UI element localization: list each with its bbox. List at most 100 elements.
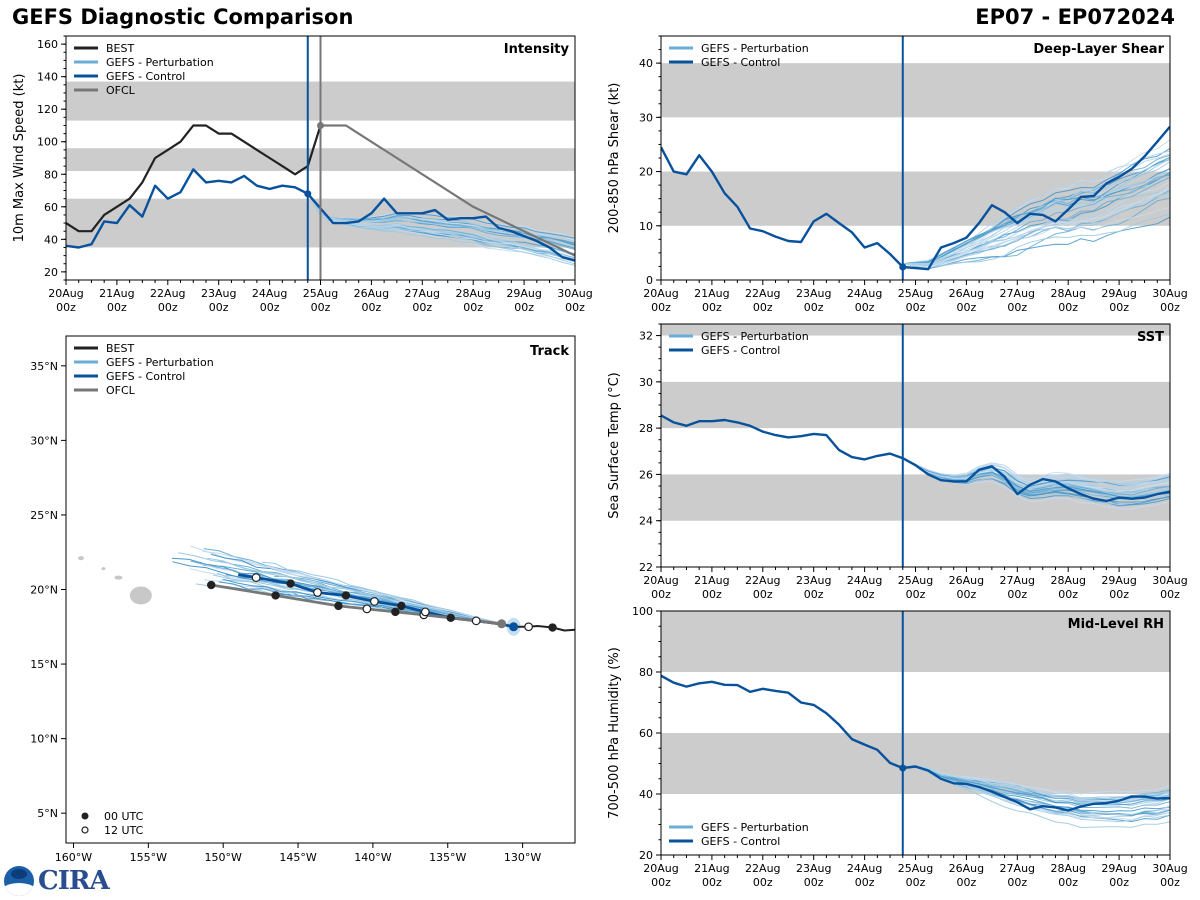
shear-xtick-sublabel: 00z [1007, 301, 1027, 314]
track-point-00utc [397, 601, 406, 611]
legend-entry-control: GEFS - Control [669, 344, 780, 357]
shear-xtick-sublabel: 00z [855, 301, 875, 314]
track-xtick-label: 135°W [429, 851, 466, 864]
legend-label-ofcl: OFCL [106, 84, 136, 97]
land-island [114, 575, 123, 580]
rh-title: Mid-Level RH [1068, 617, 1164, 632]
intensity-perturbation-line [307, 190, 575, 239]
rh-perturbation-line [902, 765, 1170, 803]
shear-xtick-label: 22Aug [745, 287, 780, 300]
intensity-xtick-label: 20Aug [48, 287, 83, 300]
track-point-12utc [369, 597, 379, 606]
shear-perturbation-line [902, 158, 1170, 265]
intensity-ytick-label: 80 [44, 168, 58, 181]
storm-id-title: EP07 - EP072024 [975, 5, 1175, 29]
intensity-xtick-label: 23Aug [201, 287, 236, 300]
legend-label-perturbation: GEFS - Perturbation [106, 356, 214, 369]
sst-ytick-label: 26 [639, 468, 653, 481]
track-point-00utc [334, 601, 343, 611]
intensity-ylabel: 10m Max Wind Speed (kt) [12, 74, 27, 243]
track-xtick-label: 140°W [354, 851, 391, 864]
track-xtick-label: 150°W [205, 851, 242, 864]
track-point-00utc [446, 613, 455, 623]
sst-xtick-sublabel: 00z [753, 588, 773, 601]
sst-ytick-label: 22 [639, 561, 653, 574]
rh-perturbation-line [902, 765, 1170, 799]
sst-perturbation-line [902, 457, 1170, 505]
intensity-perturbation-line [307, 190, 575, 265]
sst-xtick-sublabel: 00z [804, 588, 824, 601]
sst-xtick-label: 27Aug [1000, 574, 1035, 587]
sst-xtick-sublabel: 00z [1109, 588, 1129, 601]
intensity-perturbation-line [307, 190, 575, 247]
rh-perturbation-line [902, 765, 1170, 807]
shear-perturbation-line [902, 154, 1170, 265]
sst-xtick-sublabel: 00z [957, 588, 977, 601]
track-point-00utc [548, 623, 557, 632]
rh-ylabel: 700-500 hPa Humidity (%) [607, 647, 622, 819]
sst-xtick-label: 30Aug [1152, 574, 1187, 587]
sst-xtick-label: 21Aug [694, 574, 729, 587]
rh-xtick-sublabel: 00z [804, 876, 824, 889]
intensity-ytick-label: 120 [37, 103, 58, 116]
shear-xtick-label: 25Aug [898, 287, 933, 300]
shear-perturbation-line [902, 150, 1170, 265]
intensity-xtick-sublabel: 00z [514, 301, 534, 314]
shear-control-line [661, 125, 1170, 271]
sst-band [661, 381, 1170, 429]
rh-xtick-label: 24Aug [847, 862, 882, 875]
legend-label-best: BEST [106, 342, 134, 355]
legend-label-control: GEFS - Control [701, 835, 780, 848]
sst-xtick-sublabel: 00z [651, 588, 671, 601]
intensity-title: Intensity [504, 42, 570, 57]
rh-xtick-label: 26Aug [949, 862, 984, 875]
intensity-xtick-sublabel: 00z [362, 301, 382, 314]
track-plot-area [77, 545, 575, 636]
track-perturbation-line [202, 550, 514, 628]
intensity-xtick-sublabel: 00z [107, 301, 127, 314]
intensity-best-line [66, 124, 322, 233]
rh-xtick-sublabel: 00z [1160, 876, 1180, 889]
intensity-xtick-label: 21Aug [99, 287, 134, 300]
intensity-perturbation-line [307, 190, 575, 251]
rh-ytick-label: 40 [639, 788, 653, 801]
legend-12utc-label: 12 UTC [104, 824, 144, 837]
rh-perturbation-line [902, 766, 1170, 816]
shear-ytick-label: 0 [646, 274, 653, 287]
shear-panel: 01020304020Aug00z21Aug00z22Aug00z23Aug00… [607, 35, 1188, 314]
track-perturbation-line [254, 575, 514, 628]
intensity-xtick-label: 26Aug [354, 287, 389, 300]
shear-ylabel: 200-850 hPa Shear (kt) [607, 83, 622, 234]
track-point-00utc [341, 591, 351, 600]
rh-band [661, 733, 1170, 794]
land-island [101, 567, 106, 571]
sst-xtick-label: 26Aug [949, 574, 984, 587]
legend-label-perturbation: GEFS - Perturbation [106, 56, 214, 69]
rh-ytick-label: 20 [639, 849, 653, 862]
intensity-xtick-label: 24Aug [252, 287, 287, 300]
intensity-xtick-sublabel: 00z [158, 301, 178, 314]
legend-entry-control: GEFS - Control [669, 835, 780, 848]
shear-xtick-label: 27Aug [1000, 287, 1035, 300]
rh-xtick-label: 29Aug [1101, 862, 1136, 875]
legend-label-control: GEFS - Control [701, 56, 780, 69]
sst-xtick-sublabel: 00z [1160, 588, 1180, 601]
track-ytick-label: 35°N [30, 360, 58, 373]
rh-plot-area [661, 674, 1170, 829]
sst-xtick-label: 22Aug [745, 574, 780, 587]
track-point-12utc [362, 604, 372, 614]
shear-xtick-sublabel: 00z [1109, 301, 1129, 314]
rh-perturbation-line [902, 766, 1170, 829]
shear-perturbation-line [902, 187, 1170, 267]
legend-entry-perturbation: GEFS - Perturbation [74, 356, 214, 369]
track-point-00utc [391, 607, 400, 617]
land-island [77, 556, 84, 561]
sst-ylabel: Sea Surface Temp (°C) [607, 372, 622, 519]
track-xtick-label: 155°W [130, 851, 167, 864]
rh-ytick-label: 80 [639, 666, 653, 679]
intensity-ofcl-marker [317, 121, 324, 129]
rh-xtick-sublabel: 00z [957, 876, 977, 889]
sst-perturbation-line [902, 457, 1170, 493]
sst-xtick-label: 25Aug [898, 574, 933, 587]
